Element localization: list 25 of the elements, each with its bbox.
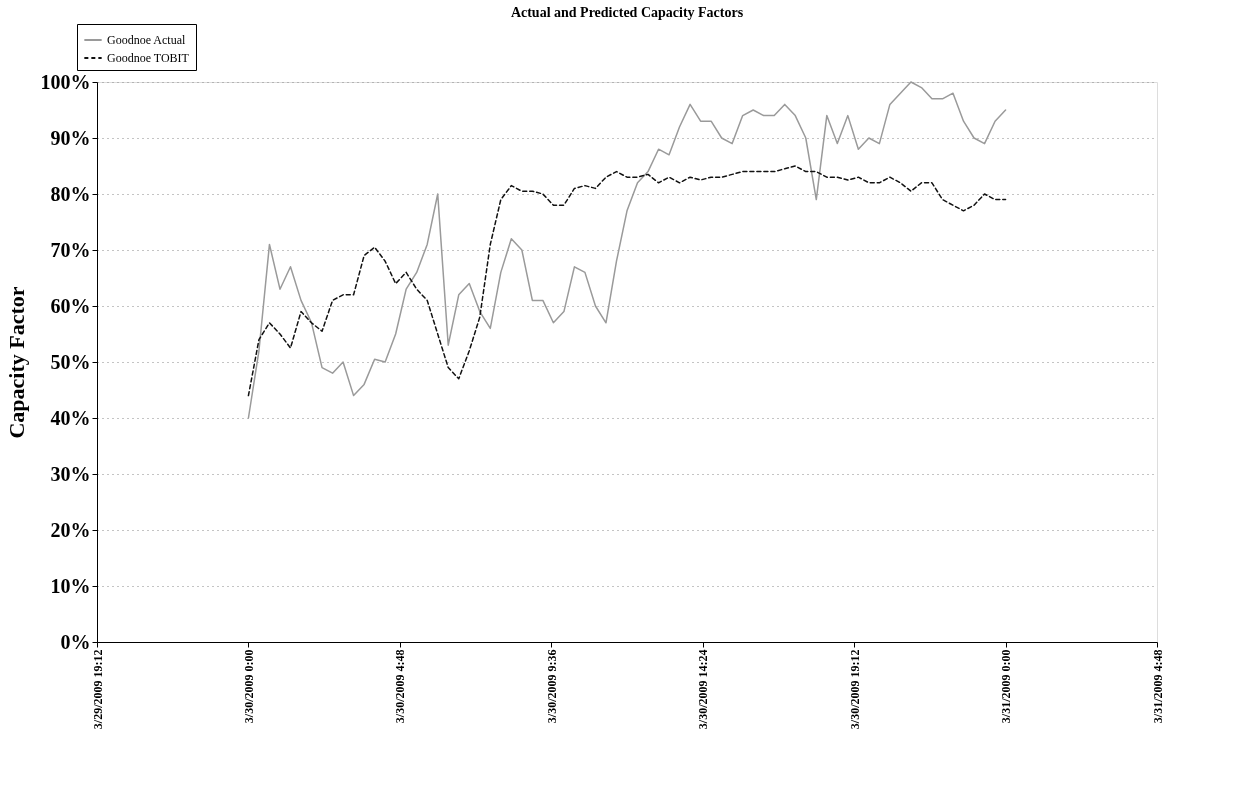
x-tick-label: 3/30/2009 4:48 [393,649,408,724]
line-series [247,165,1007,397]
x-tick-label: 3/29/2009 19:12 [90,649,105,730]
y-tick-label: 70% [50,238,91,261]
chart-title: Actual and Predicted Capacity Factors [510,4,744,20]
y-tick-label: 30% [50,462,91,485]
y-tick-label: 60% [50,294,91,317]
y-tick-label: 10% [50,574,91,597]
x-tick-label: 3/30/2009 14:24 [696,649,711,730]
x-tick-label: 3/31/2009 0:00 [999,649,1014,724]
x-tick-label: 3/30/2009 9:36 [544,649,559,724]
y-tick-label: 0% [60,630,91,653]
x-tick-label: 3/30/2009 0:00 [241,649,256,724]
legend-label: Goodnoe Actual [107,33,186,47]
y-axis-title: Capacity Factor [3,286,29,439]
y-tick-label: 90% [50,126,91,149]
y-tick-label: 50% [50,350,91,373]
y-tick-label: 40% [50,406,91,429]
legend-label: Goodnoe TOBIT [107,51,190,65]
y-tick-label: 20% [50,518,91,541]
line-series [247,81,1007,419]
y-tick-label: 100% [40,70,91,93]
x-tick-label: 3/30/2009 19:12 [847,649,862,730]
x-tick-label: 3/31/2009 4:48 [1150,649,1165,724]
y-tick-label: 80% [50,182,91,205]
